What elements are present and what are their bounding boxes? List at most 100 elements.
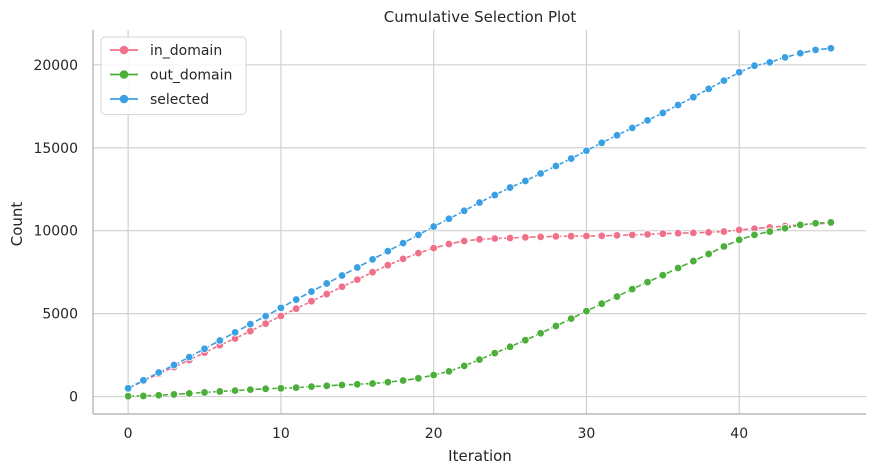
data-point	[582, 306, 591, 316]
data-point	[765, 58, 774, 67]
data-point	[490, 190, 499, 200]
data-point	[429, 370, 438, 380]
y-tick-labels: 0 5000 10000 15000 20000	[33, 58, 78, 406]
data-point	[750, 230, 759, 240]
data-point	[566, 154, 576, 163]
data-point	[261, 311, 270, 321]
data-point	[337, 380, 347, 390]
data-point	[719, 76, 729, 85]
data-point	[612, 131, 622, 140]
legend: in_domain out_domain selected	[100, 36, 247, 115]
data-point	[521, 335, 530, 345]
data-point	[322, 279, 331, 288]
data-point	[460, 361, 469, 371]
data-point	[704, 249, 713, 259]
data-point	[322, 289, 331, 299]
data-point	[139, 391, 148, 401]
data-point	[215, 387, 224, 396]
data-point	[780, 53, 790, 62]
data-point	[689, 228, 698, 238]
data-point	[551, 232, 561, 241]
data-point	[414, 230, 423, 240]
data-point	[673, 100, 683, 110]
data-point	[383, 377, 393, 387]
data-point	[139, 376, 148, 385]
data-point	[582, 231, 591, 241]
data-point	[200, 344, 209, 354]
data-point	[719, 227, 729, 236]
data-point	[337, 282, 347, 291]
data-point	[398, 238, 408, 248]
series-out_domain	[123, 218, 836, 401]
legend-swatch-marker	[119, 94, 129, 104]
data-point	[780, 224, 790, 233]
data-point	[505, 233, 515, 243]
data-point	[735, 235, 744, 245]
data-point	[536, 169, 545, 178]
data-point	[383, 246, 393, 256]
x-axis-label: Iteration	[448, 447, 512, 465]
data-point	[811, 219, 820, 228]
data-point	[551, 161, 561, 171]
chart-title: Cumulative Selection Plot	[384, 8, 577, 26]
data-point	[597, 138, 606, 147]
data-point	[444, 367, 454, 376]
data-point	[643, 230, 652, 239]
legend-frame	[100, 36, 247, 115]
data-point	[398, 254, 408, 264]
x-tick-labels: 0 10 20 30 40	[124, 426, 748, 442]
data-point	[200, 388, 209, 397]
data-point	[704, 84, 713, 94]
data-point	[658, 270, 668, 280]
data-point	[261, 384, 270, 393]
data-point	[291, 295, 301, 304]
data-point	[826, 44, 836, 53]
data-point	[123, 384, 133, 393]
data-point	[368, 379, 377, 388]
data-point	[154, 368, 163, 377]
legend-item-out_domain: out_domain	[110, 68, 232, 84]
data-point	[246, 319, 255, 329]
data-point	[750, 61, 759, 70]
data-point	[612, 231, 622, 240]
data-point	[643, 116, 652, 125]
y-tick-label: 10000	[33, 224, 78, 240]
data-point	[414, 248, 423, 258]
grid	[93, 30, 866, 414]
data-point	[185, 352, 194, 362]
data-point	[307, 297, 316, 306]
data-point	[291, 304, 301, 313]
data-point	[154, 391, 163, 400]
data-point	[230, 386, 240, 395]
data-point	[444, 239, 454, 249]
data-point	[673, 263, 683, 273]
data-point	[551, 321, 561, 331]
data-point	[811, 45, 820, 55]
data-point	[230, 328, 240, 337]
data-point	[353, 380, 362, 389]
data-point	[566, 231, 576, 241]
y-tick-label: 20000	[33, 58, 78, 74]
legend-item-in_domain: in_domain	[110, 43, 222, 59]
data-point	[719, 242, 729, 251]
data-point	[169, 360, 179, 370]
data-point	[261, 319, 270, 328]
data-point	[353, 275, 362, 284]
x-tick-label: 40	[730, 426, 748, 442]
legend-item-selected: selected	[110, 92, 209, 108]
data-point	[475, 235, 484, 244]
data-point	[185, 389, 194, 398]
data-point	[383, 261, 393, 270]
data-point	[353, 263, 362, 272]
data-point	[796, 49, 805, 58]
data-point	[796, 220, 805, 230]
data-point	[628, 123, 637, 133]
series-line	[127, 47, 831, 389]
data-point	[826, 218, 836, 227]
data-point	[368, 267, 377, 277]
data-point	[628, 230, 637, 240]
legend-label: selected	[150, 92, 209, 108]
series-selected	[123, 44, 836, 393]
data-point	[689, 256, 698, 266]
